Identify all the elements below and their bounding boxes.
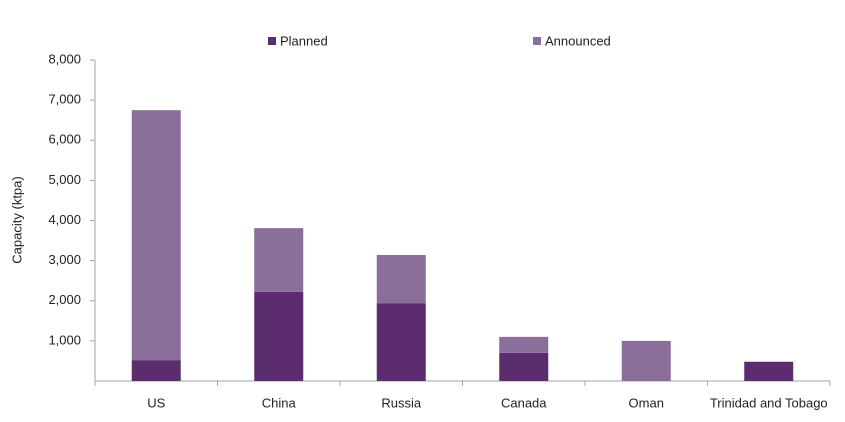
- y-tick-label: 4,000: [48, 212, 81, 227]
- y-tick-label: 5,000: [48, 172, 81, 187]
- legend-swatch: [533, 37, 541, 45]
- y-tick-label: 2,000: [48, 292, 81, 307]
- x-tick-label: Trinidad and Tobago: [710, 395, 828, 410]
- x-tick-label: US: [147, 395, 165, 410]
- bar-segment: [499, 352, 549, 381]
- x-tick-label: Oman: [629, 395, 664, 410]
- x-tick-label: Canada: [501, 395, 547, 410]
- bar-segment: [376, 255, 426, 304]
- bar-segment: [131, 360, 181, 381]
- bar-segment: [254, 291, 304, 381]
- x-tick-label: Russia: [381, 395, 422, 410]
- legend-swatch: [268, 37, 276, 45]
- x-tick-label: China: [262, 395, 297, 410]
- y-axis-label: Capacity (ktpa): [9, 176, 24, 263]
- y-tick-label: 1,000: [48, 332, 81, 347]
- legend-label: Planned: [280, 33, 328, 48]
- bar-segment: [376, 303, 426, 381]
- y-tick-label: 3,000: [48, 252, 81, 267]
- bar-segment: [621, 340, 671, 381]
- y-tick-label: 8,000: [48, 51, 81, 66]
- bar-segment: [744, 361, 794, 381]
- bar-segment: [254, 228, 304, 292]
- legend-label: Announced: [545, 33, 611, 48]
- y-tick-label: 7,000: [48, 92, 81, 107]
- bar-segment: [131, 110, 181, 361]
- y-tick-label: 6,000: [48, 132, 81, 147]
- bar-segment: [499, 336, 549, 353]
